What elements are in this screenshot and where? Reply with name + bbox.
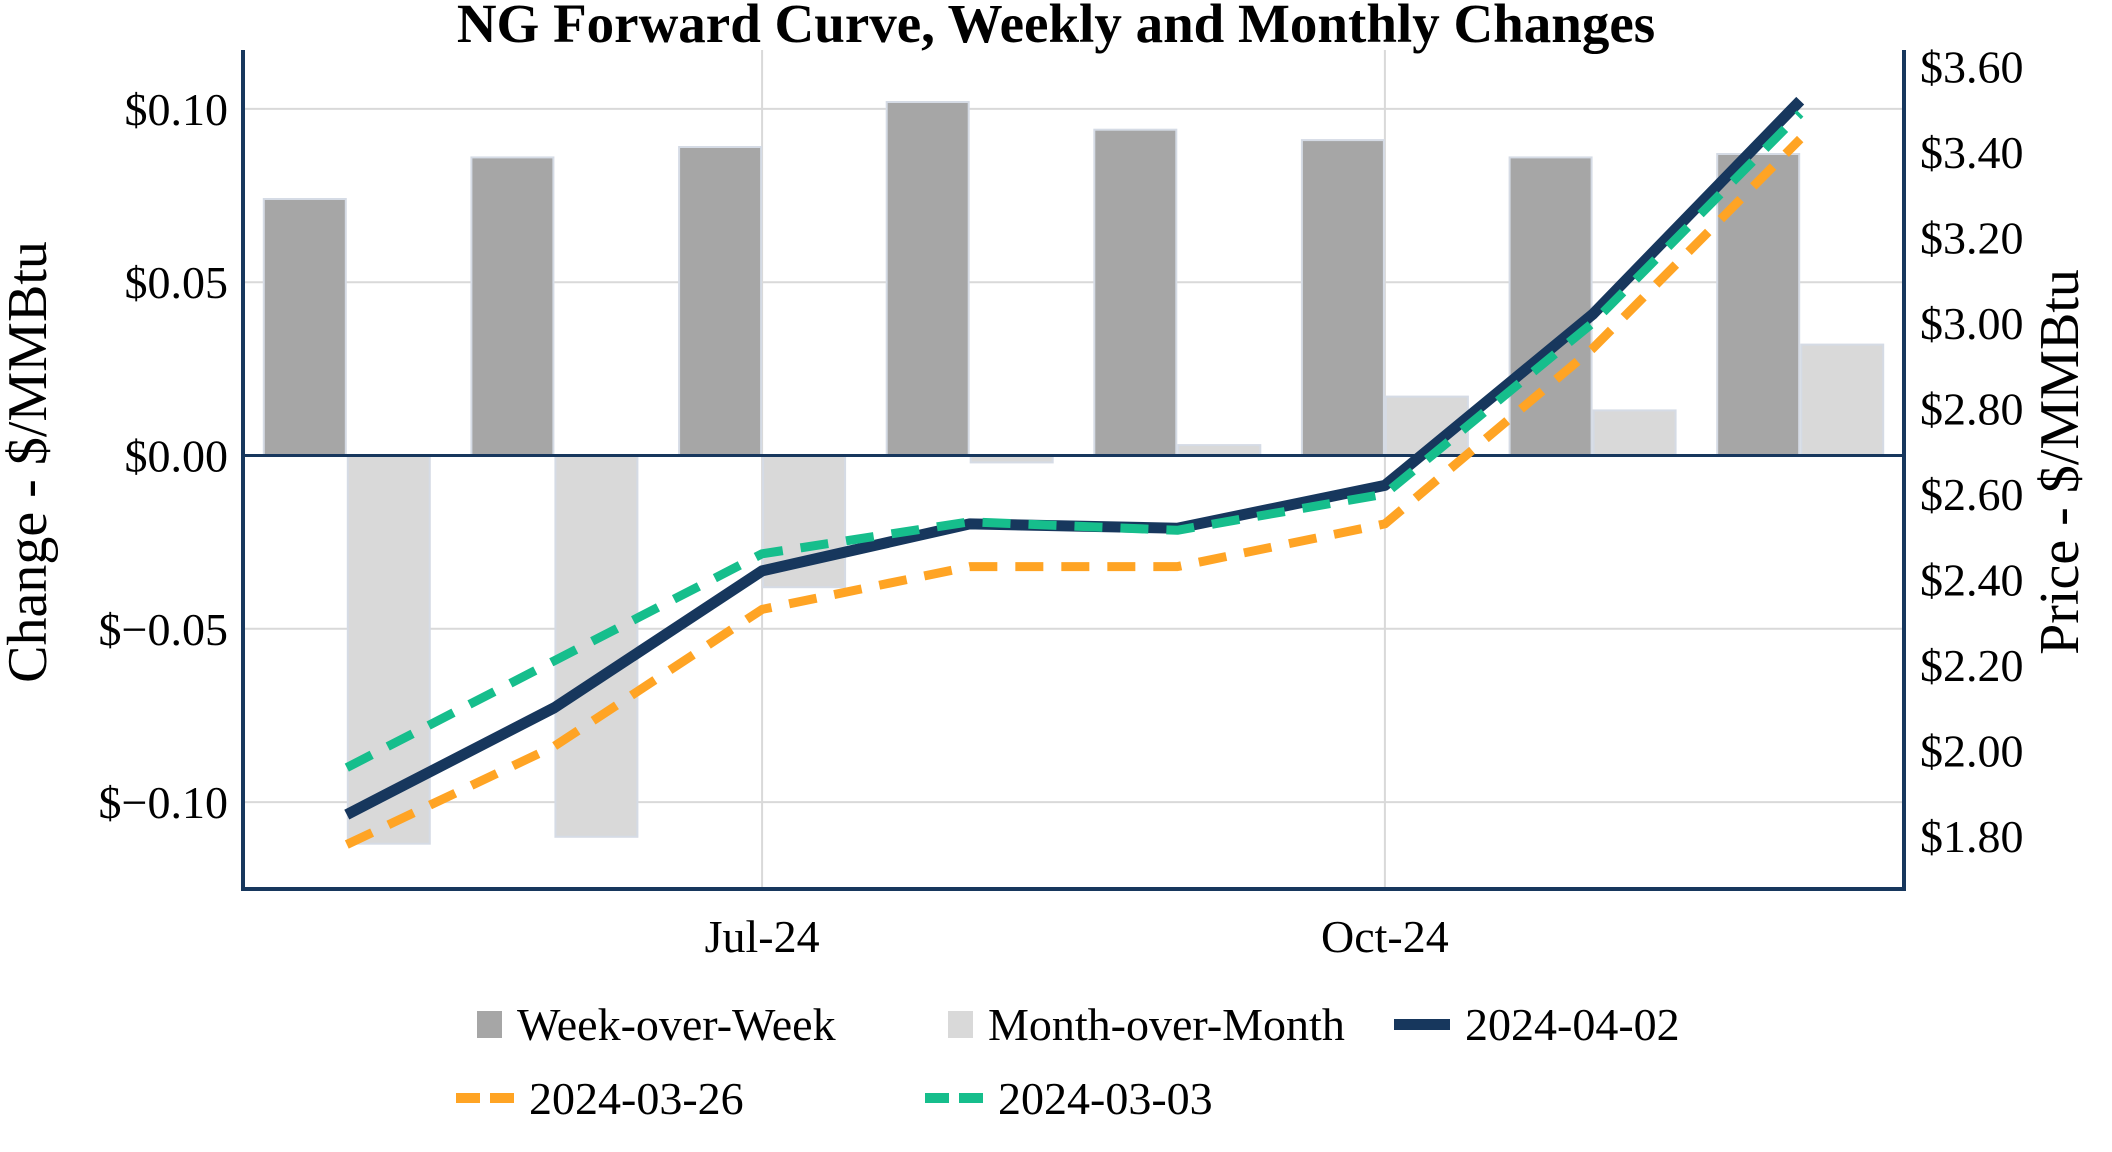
x-tick-label: Oct-24 xyxy=(1321,911,1449,962)
chart-title: NG Forward Curve, Weekly and Monthly Cha… xyxy=(456,0,1656,54)
left-tick-label: $0.05 xyxy=(125,257,229,308)
legend-item-2024-04-02: 2024-04-02 xyxy=(1394,994,1680,1054)
legend-label: 2024-03-03 xyxy=(998,1072,1213,1124)
bar-week-over-week-4 xyxy=(1093,128,1178,457)
bar-month-over-month-4 xyxy=(1177,444,1262,457)
legend-item-2024-03-26: 2024-03-26 xyxy=(456,1068,744,1128)
legend-item-2024-03-03: 2024-03-03 xyxy=(925,1068,1213,1128)
left-tick-label: $−0.05 xyxy=(99,604,228,655)
bar-month-over-month-1 xyxy=(554,454,639,838)
legend-label: Week-over-Week xyxy=(517,998,836,1050)
right-tick-label: $3.20 xyxy=(1920,213,2024,264)
price-line-2024-03-26 xyxy=(344,135,1804,849)
left-axis-title: Change - $/MMBtu xyxy=(0,241,59,683)
bar-week-over-week-5 xyxy=(1300,139,1385,457)
legend-item-month-over-month: Month-over-Month xyxy=(948,994,1345,1054)
price-line-2024-04-02 xyxy=(344,96,1805,820)
left-tick-label: $0.10 xyxy=(125,84,229,135)
bar-week-over-week-3 xyxy=(885,101,970,457)
bar-week-over-week-1 xyxy=(470,156,555,457)
dashed-line-swatch-icon xyxy=(925,1093,983,1103)
bar-month-over-month-0 xyxy=(346,454,431,845)
legend-label: Month-over-Month xyxy=(988,998,1345,1050)
left-tick-label: $0.00 xyxy=(125,431,229,482)
right-axis-title: Price - $/MMBtu xyxy=(2029,269,2091,655)
week-over-week-swatch-icon xyxy=(477,1010,502,1038)
dashed-line-swatch-icon xyxy=(456,1093,514,1103)
right-tick-label: $2.20 xyxy=(1920,640,2024,691)
right-tick-label: $3.00 xyxy=(1920,298,2024,349)
x-tick-label: Jul-24 xyxy=(705,911,820,962)
right-tick-label: $2.00 xyxy=(1920,726,2024,777)
bar-week-over-week-6 xyxy=(1508,156,1593,457)
legend-label: 2024-04-02 xyxy=(1465,998,1680,1050)
right-tick-label: $3.60 xyxy=(1920,42,2024,93)
month-over-month-swatch-icon xyxy=(948,1010,973,1038)
right-tick-label: $2.80 xyxy=(1920,384,2024,435)
right-tick-label: $1.80 xyxy=(1920,811,2024,862)
bar-week-over-week-0 xyxy=(262,198,347,457)
bar-month-over-month-7 xyxy=(1800,343,1885,457)
right-tick-label: $2.60 xyxy=(1920,469,2024,520)
legend-label: 2024-03-26 xyxy=(529,1072,744,1124)
solid-line-swatch-icon xyxy=(1394,1018,1450,1030)
bar-month-over-month-6 xyxy=(1592,409,1677,457)
right-tick-label: $3.40 xyxy=(1920,127,2024,178)
bar-week-over-week-7 xyxy=(1716,153,1801,457)
bar-week-over-week-2 xyxy=(678,146,763,457)
left-tick-label: $−0.10 xyxy=(99,777,228,828)
right-tick-label: $2.40 xyxy=(1920,555,2024,606)
legend-item-week-over-week: Week-over-Week xyxy=(477,994,836,1054)
